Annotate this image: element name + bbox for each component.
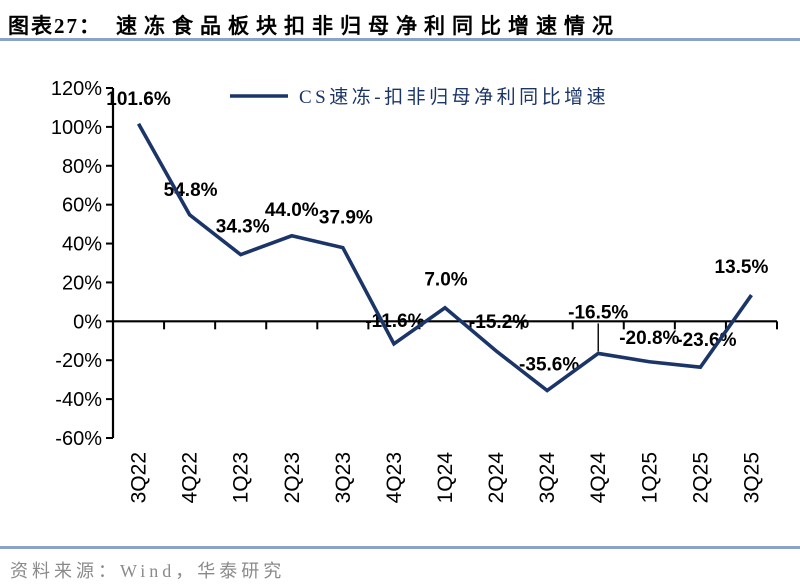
x-category-label: 1Q25: [638, 452, 661, 503]
y-tick-label: 120%: [51, 78, 102, 100]
y-tick-label: 60%: [62, 195, 102, 217]
source-text: 资料来源：Wind，华泰研究: [10, 561, 286, 581]
y-tick-label: 80%: [62, 156, 102, 178]
data-label: 101.6%: [106, 89, 171, 110]
y-tick-label: -60%: [55, 428, 102, 450]
data-label: -15.2%: [469, 312, 529, 333]
data-label: 37.9%: [319, 208, 373, 229]
y-tick-label: -20%: [55, 350, 102, 372]
y-tick-label: 40%: [62, 234, 102, 256]
x-category-label: 2Q24: [485, 452, 508, 504]
figure-number-label: 图表27：: [8, 14, 102, 38]
figure-bottom-rule: [0, 546, 800, 549]
y-tick-label: 20%: [62, 272, 102, 294]
x-category-label: 3Q23: [332, 452, 355, 503]
title-underline: [0, 38, 800, 41]
figure-title: 速冻食品板块扣非归母净利同比增速情况: [116, 14, 620, 38]
data-label: -20.8%: [619, 328, 679, 349]
data-label: 34.3%: [216, 217, 270, 238]
x-category-label: 3Q22: [128, 452, 151, 503]
data-label: 13.5%: [715, 257, 769, 278]
y-tick-label: -40%: [55, 389, 102, 411]
data-label: -35.6%: [519, 355, 579, 376]
source-note: 资料来源：Wind，华泰研究: [10, 557, 285, 583]
x-category-label: 4Q23: [383, 452, 406, 503]
y-tick-label: 0%: [73, 311, 102, 333]
x-category-label: 1Q24: [434, 452, 457, 504]
x-category-label: 4Q24: [587, 452, 610, 504]
y-tick-label: 100%: [51, 117, 102, 139]
series-line: [136, 122, 753, 393]
data-label: -16.5%: [568, 302, 628, 323]
data-label: 44.0%: [265, 200, 319, 221]
legend-label: CS速冻-扣非归母净利同比增速: [299, 86, 609, 108]
x-category-label: 2Q25: [689, 452, 712, 503]
x-category-label: 3Q25: [740, 452, 763, 503]
x-category-label: 3Q24: [536, 452, 559, 504]
data-label: -23.6%: [676, 330, 736, 351]
data-label: 7.0%: [424, 270, 467, 291]
x-category-label: 4Q22: [179, 452, 202, 503]
x-category-label: 2Q23: [281, 452, 304, 503]
x-category-label: 1Q23: [230, 452, 253, 503]
figure-header: 图表27： 速冻食品板块扣非归母净利同比增速情况: [8, 10, 800, 40]
